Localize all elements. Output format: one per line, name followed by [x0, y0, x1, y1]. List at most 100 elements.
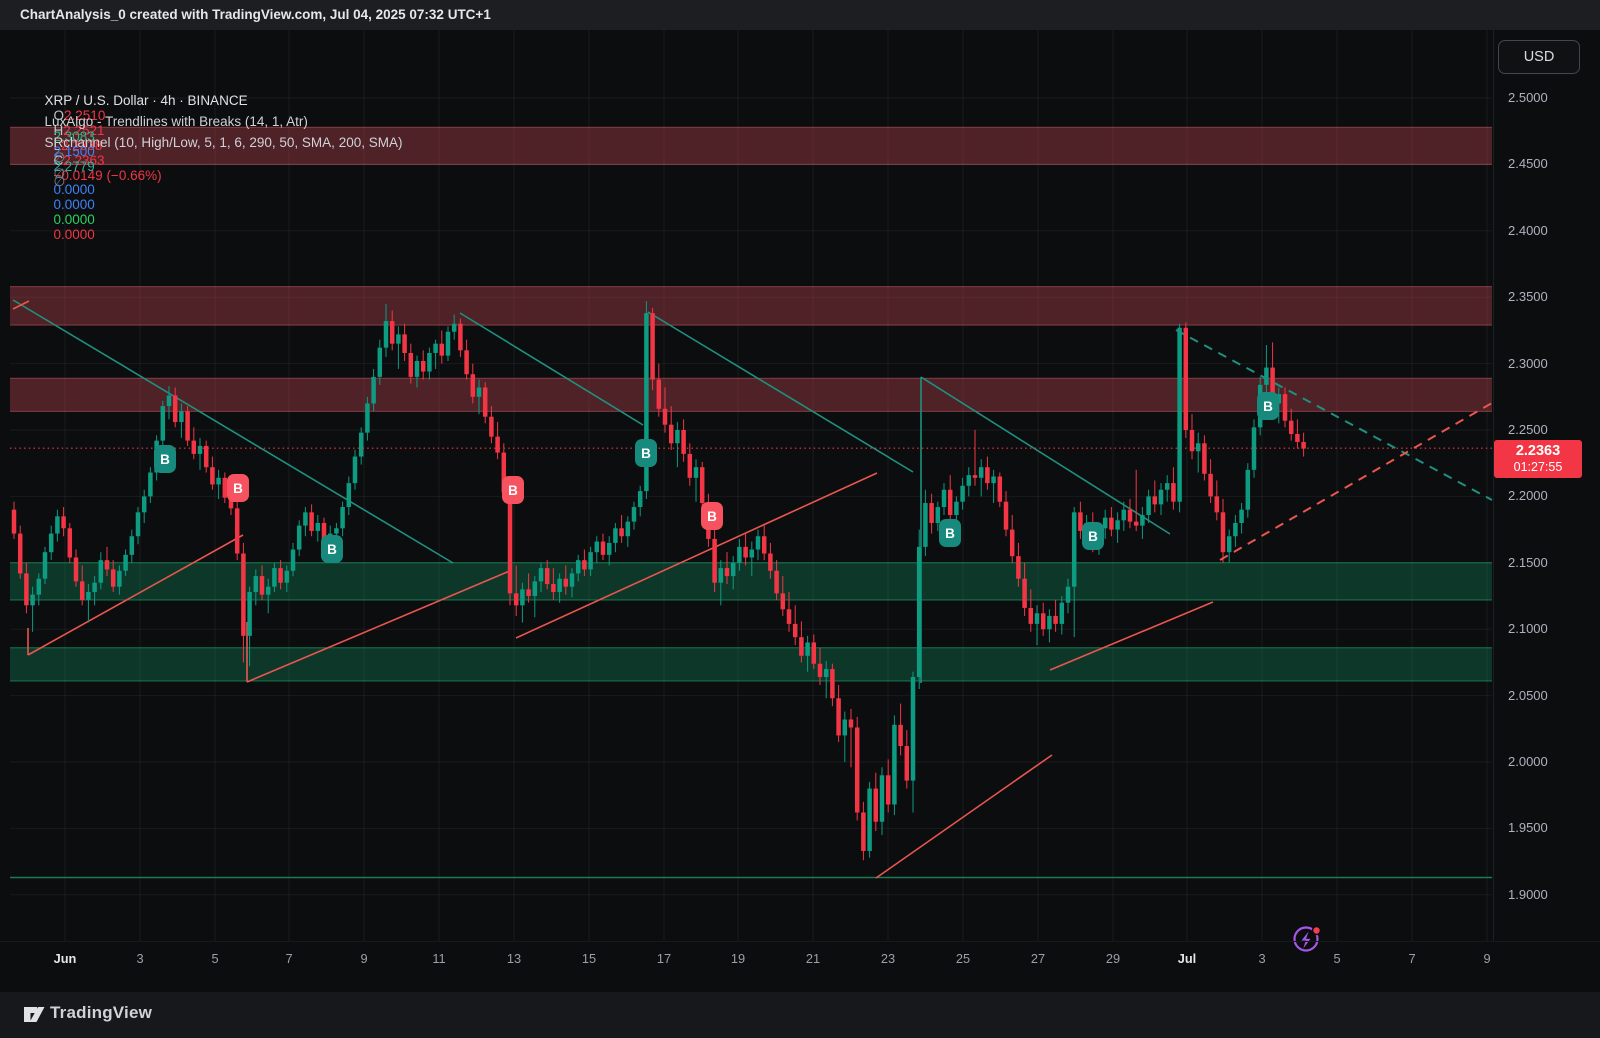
break-badge-label: B — [327, 542, 337, 557]
candle-body — [110, 569, 116, 587]
uptrend-line[interactable] — [27, 534, 244, 656]
break-badge-label: B — [707, 509, 717, 524]
candle-body — [309, 512, 314, 531]
candle-body — [563, 578, 569, 587]
time-tick-label: 11 — [432, 951, 446, 966]
legend-indicator-luxalgo[interactable]: LuxAlgo - Trendlines with Breaks (14, 1,… — [22, 99, 308, 205]
tradingview-logo-icon[interactable] — [22, 1002, 46, 1026]
downtrend-line[interactable] — [920, 376, 1171, 535]
candle-body — [1233, 522, 1238, 537]
chart-panel[interactable]: B B B B B B B B B XRP / U.S. Dollar · 4h · BINAN… — [0, 30, 1600, 992]
candle-body — [1115, 520, 1120, 530]
candle-body — [569, 573, 575, 587]
candle-body — [117, 570, 122, 587]
candle-body — [104, 560, 110, 570]
candle-body — [346, 483, 352, 508]
time-tick-label: 7 — [1408, 951, 1416, 966]
footer-brand[interactable]: TradingView — [50, 1003, 153, 1022]
title-bar: ChartAnalysis_0 created with TradingView… — [0, 0, 1600, 31]
candle-body — [420, 360, 426, 372]
candlestick-chart[interactable]: B B B B B B B B B — [0, 30, 1600, 992]
uptrend-line[interactable] — [515, 472, 878, 639]
candle-body — [898, 724, 903, 747]
candle-body — [600, 541, 606, 555]
candle-body — [675, 430, 680, 444]
projected-uptrend-line[interactable] — [1219, 402, 1493, 561]
uptrend-line[interactable] — [246, 569, 513, 683]
time-tick-label: 3 — [136, 951, 144, 966]
uptrend-line[interactable] — [12, 300, 30, 310]
downtrend-line[interactable] — [12, 299, 454, 564]
change-value: −0.0149 (−0.66%) — [53, 168, 162, 183]
uptrend-line[interactable] — [875, 754, 1053, 879]
candle-body — [656, 379, 662, 409]
candle-body — [743, 546, 748, 558]
candle-body — [303, 512, 308, 526]
uptrend-line[interactable] — [1049, 601, 1214, 671]
candle-body — [476, 387, 482, 397]
bear-break-badge — [701, 502, 723, 530]
candle-body — [247, 592, 252, 636]
candle-body — [544, 568, 550, 585]
candle-body — [954, 501, 959, 515]
candle-body — [892, 724, 897, 805]
candle-body — [1189, 430, 1195, 452]
indicator-value: 2.1500 — [53, 144, 95, 159]
candle-body — [86, 592, 91, 600]
candle-body — [36, 578, 42, 595]
break-badge-label: B — [160, 452, 170, 467]
open-label: O — [53, 108, 65, 123]
candle-body — [532, 581, 538, 596]
candle-body — [941, 489, 947, 508]
flash-quick-action-icon[interactable] — [1292, 925, 1324, 957]
candle-body — [1264, 367, 1269, 385]
indicator-value: 2.2779 — [53, 159, 95, 174]
currency-label: USD — [1523, 49, 1555, 65]
legend-symbol-row[interactable]: XRP / U.S. Dollar · 4h · BINANCE O2.2510… — [22, 78, 248, 198]
candle-body — [1295, 433, 1300, 442]
candle-body — [960, 485, 965, 502]
candle-body — [352, 456, 358, 484]
projected-downtrend-line[interactable] — [1175, 329, 1493, 501]
open-value: 2.2510 — [64, 108, 106, 123]
candle-body — [470, 374, 476, 397]
candle-body — [631, 507, 637, 522]
candle-body — [749, 549, 755, 558]
candle-body — [241, 553, 246, 636]
downtrend-line[interactable] — [459, 312, 644, 426]
candle-body — [637, 491, 643, 508]
time-tick-label: 3 — [1258, 951, 1266, 966]
candle-body — [1158, 489, 1164, 505]
candle-body — [687, 453, 693, 478]
candle-body — [1164, 483, 1170, 490]
indicator-value: 2.3083 — [53, 129, 95, 144]
bull-break-badge — [939, 519, 961, 547]
candle-body — [458, 323, 463, 351]
candle-body — [1078, 512, 1083, 531]
price-axis[interactable]: 2.5000 2.4500 2.4000 2.3500 2.3000 2.2500 2.20… — [1493, 30, 1600, 941]
candle-body — [272, 568, 277, 587]
candle-body — [148, 472, 153, 497]
candle-body — [991, 476, 996, 484]
candle-body — [619, 528, 624, 537]
downtrend-line[interactable] — [647, 311, 914, 473]
time-axis[interactable]: Jun 3 5 7 9 11 13 15 17 19 21 23 25 27 29 Jul 3 5 7 9 — [0, 941, 1600, 993]
bull-break-badge — [154, 445, 176, 473]
candle-body — [135, 512, 141, 537]
candle-body — [1059, 602, 1065, 624]
bull-break-badge — [1082, 522, 1104, 550]
high-label: H — [53, 123, 64, 138]
candle-body — [17, 533, 23, 574]
candle-body — [1214, 496, 1220, 513]
legend-indicator-srchannel[interactable]: SRchannel (10, High/Low, 5, 1, 6, 290, 5… — [22, 120, 403, 257]
candle-body — [761, 536, 767, 554]
candle-body — [315, 522, 321, 531]
candle-body — [513, 593, 519, 606]
candle-body — [185, 411, 190, 441]
candle-body — [1146, 496, 1151, 515]
page-title: ChartAnalysis_0 created with TradingView… — [20, 7, 491, 22]
currency-toggle-button[interactable]: USD — [1498, 40, 1580, 74]
break-badge-label: B — [641, 446, 651, 461]
candle-body — [1102, 517, 1108, 529]
time-tick-label: 5 — [1333, 951, 1341, 966]
